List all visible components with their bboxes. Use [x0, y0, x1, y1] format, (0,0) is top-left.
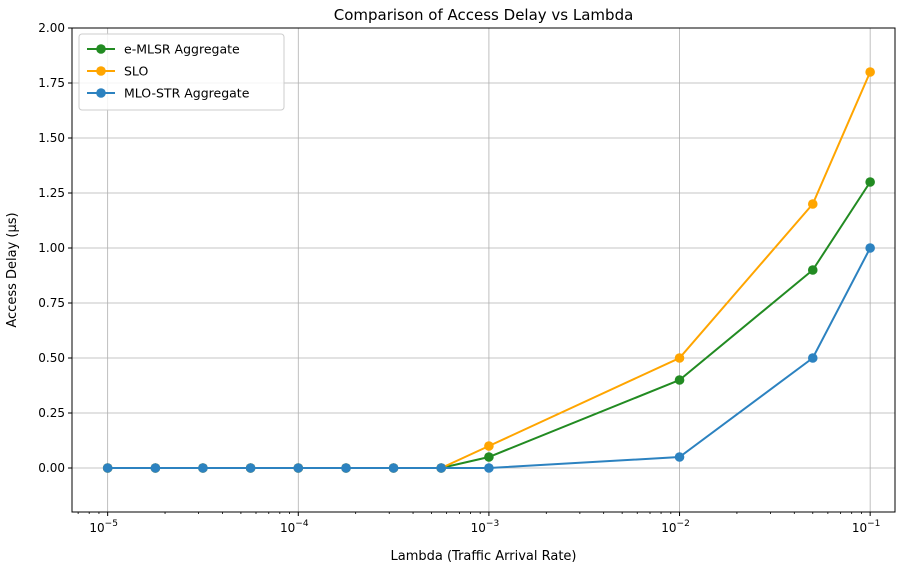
- y-tick-label: 1.50: [38, 131, 65, 145]
- x-tick-label: 10−1: [852, 519, 881, 535]
- legend-label: e-MLSR Aggregate: [124, 42, 240, 57]
- data-point: [436, 463, 447, 473]
- y-tick-label: 1.75: [38, 76, 65, 90]
- data-point: [865, 67, 875, 77]
- y-tick-label: 0.75: [38, 296, 65, 310]
- legend-swatch-marker: [96, 88, 106, 98]
- legend-box: [78, 33, 285, 111]
- grid: [72, 27, 895, 512]
- series-line: [107, 247, 872, 469]
- legend-swatch-marker: [96, 44, 106, 54]
- data-point: [807, 353, 818, 363]
- data-point: [807, 199, 818, 209]
- legend-label: MLO-STR Aggregate: [124, 86, 250, 101]
- chart-title: Comparison of Access Delay vs Lambda: [334, 6, 634, 24]
- data-point: [674, 353, 685, 363]
- data-point: [484, 441, 494, 451]
- y-axis-label: Access Delay (µs): [5, 212, 20, 327]
- data-point: [865, 177, 875, 187]
- data-point: [102, 463, 113, 473]
- data-point: [674, 452, 685, 462]
- series-layer: [102, 67, 875, 473]
- y-tick-label: 1.25: [38, 186, 65, 200]
- data-point: [245, 463, 256, 473]
- x-tick-label: 10−2: [661, 519, 690, 535]
- y-tick-label: 0.50: [38, 351, 65, 365]
- data-point: [150, 463, 161, 473]
- x-tick-label: 10−3: [471, 519, 500, 535]
- data-point: [484, 452, 494, 462]
- x-tick-label: 10−4: [280, 519, 309, 535]
- data-point: [198, 463, 208, 473]
- x-axis-label: Lambda (Traffic Arrival Rate): [391, 549, 577, 564]
- data-point: [865, 243, 875, 253]
- ticks-layer: 0.00 0.25 0.50 0.75 1.00 1.25 1.50 1.75 2.00 10−5…: [38, 21, 880, 535]
- data-point: [293, 463, 304, 473]
- y-tick-label: 1.00: [38, 241, 65, 255]
- data-point: [341, 463, 351, 473]
- plot-frame: [71, 27, 896, 513]
- legend-swatch-marker: [96, 66, 106, 76]
- y-tick-label: 0.00: [38, 461, 65, 475]
- legend: e-MLSR Aggregate SLO MLO-STR Aggregate: [78, 33, 285, 111]
- data-point: [807, 265, 818, 275]
- data-point: [484, 463, 494, 473]
- data-point: [674, 375, 685, 385]
- x-tick-label: 10−5: [89, 519, 118, 535]
- data-point: [388, 463, 399, 473]
- y-tick-label: 2.00: [38, 21, 65, 35]
- legend-label: SLO: [124, 64, 148, 79]
- y-tick-label: 0.25: [38, 406, 65, 420]
